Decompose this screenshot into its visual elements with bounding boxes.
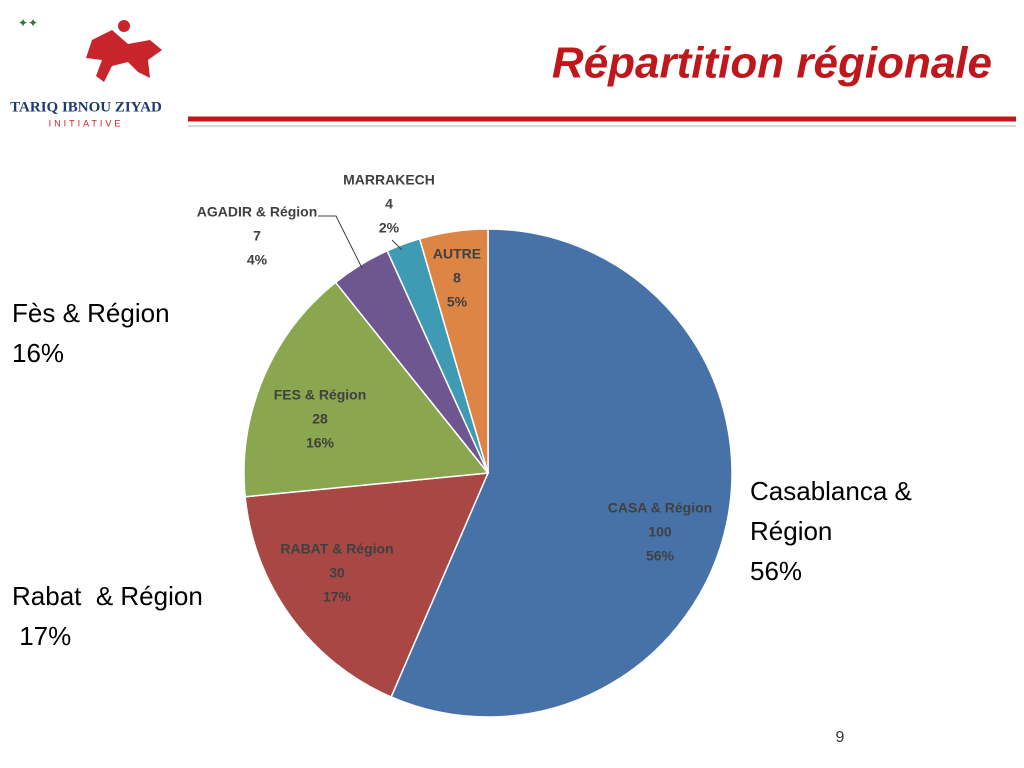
page-number: 9 (836, 729, 845, 746)
pie-slice (418, 228, 489, 474)
slice-label: AGADIR & Région (197, 204, 318, 220)
slice-percent: 56% (646, 548, 675, 564)
side-label: Casablanca & (750, 476, 912, 506)
slice-value: 30 (329, 565, 345, 581)
slice-label: MARRAKECH (343, 172, 435, 188)
side-label: Rabat & Région (12, 581, 203, 611)
logo-name: TARIQ IBNOU ZIYAD (10, 99, 162, 115)
slice-value: 100 (648, 524, 672, 540)
slice-percent: 16% (306, 435, 335, 451)
side-label: Fès & Région (12, 298, 170, 328)
logo-stars: ✦✦ (18, 16, 38, 30)
side-label: 16% (12, 338, 64, 368)
leader-line (318, 215, 363, 269)
pie-slice (244, 472, 490, 698)
side-label: Région (750, 516, 832, 546)
slice-percent: 4% (247, 252, 268, 268)
slice-label: CASA & Région (608, 500, 712, 516)
slice-label: AUTRE (433, 246, 481, 262)
leader-line (391, 239, 403, 251)
logo-horse (86, 30, 162, 82)
slice-label: FES & Région (274, 387, 367, 403)
slice-value: 28 (312, 411, 328, 427)
slice-value: 7 (253, 228, 261, 244)
slice-percent: 5% (447, 294, 468, 310)
side-label: 17% (12, 621, 71, 651)
slice-label: RABAT & Région (280, 541, 393, 557)
logo-sub: INITIATIVE (49, 118, 124, 128)
pie-chart: CASA & Région 100 56% RABAT & Région 30 17% FE… (197, 172, 733, 718)
slice-value: 4 (385, 196, 393, 212)
slice-percent: 17% (323, 589, 352, 605)
slice-value: 8 (453, 270, 461, 286)
side-label: 56% (750, 556, 802, 586)
logo: ✦✦ TARIQ IBNOU ZIYAD INITIATIVE (10, 16, 162, 128)
pie-slice (390, 228, 733, 718)
logo-rider (118, 20, 130, 32)
pie-slice (243, 281, 490, 498)
slice-percent: 2% (379, 220, 400, 236)
slide-title: Répartition régionale (552, 39, 992, 88)
